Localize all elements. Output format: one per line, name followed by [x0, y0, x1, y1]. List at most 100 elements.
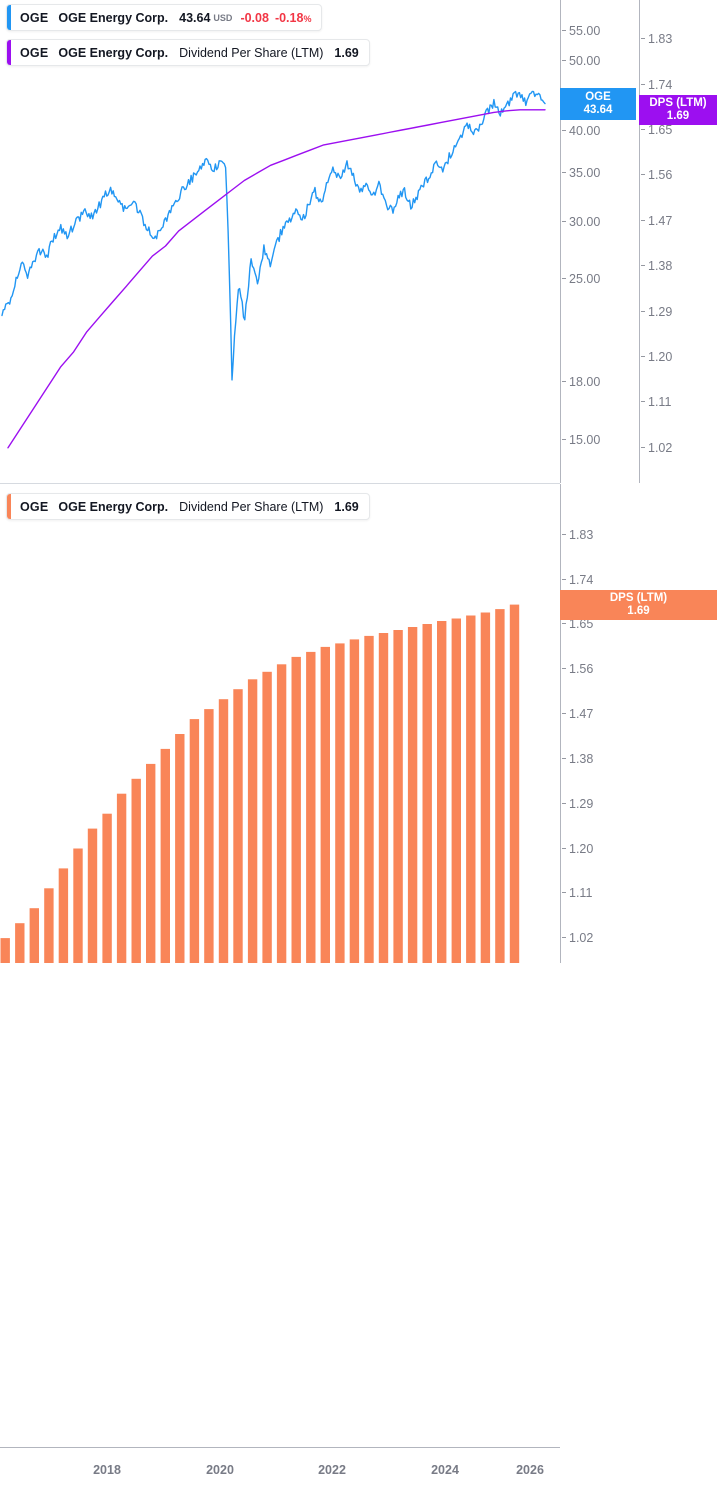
price-plot-area[interactable] — [0, 0, 560, 483]
dps-bar — [175, 734, 185, 963]
axis-tick-mark — [562, 847, 566, 849]
axis-tick-label: 1.65 — [648, 123, 673, 137]
axis-tick-label: 1.74 — [648, 77, 673, 92]
axis-tick-label: 40.00 — [569, 123, 601, 138]
axis-tick-mark — [562, 533, 566, 535]
axis-tick-label: 35.00 — [569, 166, 601, 181]
dps-bar — [131, 778, 141, 963]
price-axis-line — [560, 0, 561, 483]
axis-tick-label: 1.29 — [569, 796, 594, 811]
time-axis-label: 2022 — [318, 1463, 346, 1477]
axis-tick-label: 1.11 — [648, 395, 672, 410]
axis-tick-mark — [562, 129, 566, 131]
axis-tick-label: 1.38 — [648, 259, 673, 274]
dps-bar-chart-svg — [0, 604, 520, 963]
axis-tick-label: 55.00 — [569, 23, 601, 38]
dps-legend-ticker: OGE — [20, 499, 49, 514]
axis-tick-label: 1.20 — [648, 349, 673, 364]
axis-tick-label: 1.29 — [648, 304, 673, 319]
dps-overlay-legend-value: 1.69 — [334, 45, 359, 60]
price-legend-last: 43.64 — [179, 10, 211, 25]
axis-tick-mark — [562, 668, 566, 670]
axis-tick-mark — [562, 713, 566, 715]
dps-bar — [451, 618, 461, 963]
price-legend[interactable]: OGE OGE Energy Corp. 43.64 USD -0.08 -0.… — [6, 4, 323, 31]
dps-plot-area[interactable] — [0, 484, 560, 963]
dps-bar — [378, 633, 389, 963]
percent-sign: % — [303, 13, 312, 24]
axis-tick-mark — [641, 310, 645, 312]
axis-tick-mark — [641, 401, 645, 403]
dps-bar — [233, 689, 243, 963]
dps-badge-value: 1.69 — [627, 605, 650, 617]
axis-tick-label: 1.56 — [569, 662, 594, 677]
axis-tick-mark — [562, 220, 566, 222]
dps-bar — [335, 643, 345, 963]
axis-tick-label: 25.00 — [569, 271, 601, 286]
axis-tick-label: 1.47 — [569, 707, 594, 722]
axis-tick-label: 1.74 — [569, 572, 594, 587]
dps-overlay-axis-line — [639, 0, 640, 483]
dps-bar — [364, 635, 374, 963]
axis-tick-label: 30.00 — [569, 214, 601, 229]
dps-bar-series — [0, 604, 520, 963]
dps-bar — [276, 664, 287, 963]
axis-tick-mark — [562, 438, 566, 440]
price-badge-value: 43.64 — [583, 104, 613, 116]
price-legend-currency: USD — [213, 12, 233, 23]
dps-bar — [87, 828, 98, 963]
time-axis-label: 2018 — [93, 1463, 121, 1477]
dps-bar — [160, 748, 170, 963]
dps-overlay-legend-company: OGE Energy Corp. — [58, 45, 169, 60]
axis-tick-mark — [641, 174, 645, 176]
axis-tick-mark — [562, 381, 566, 383]
time-axis-label: 2020 — [206, 1463, 234, 1477]
dps-overlay-color-swatch — [7, 40, 11, 65]
axis-tick-label: 1.02 — [569, 931, 594, 946]
dps-overlay-legend-ticker: OGE — [20, 45, 49, 60]
axis-tick-mark — [641, 38, 645, 40]
dps-y-axis[interactable]: 1.83 1.74 1.65 1.56 1.47 1.38 1.29 1.20 1.11 1.02 — [560, 484, 717, 963]
dps-bar — [291, 656, 301, 963]
axis-tick-label: 1.11 — [569, 886, 593, 901]
time-x-axis[interactable]: 2018 2020 2022 2024 2026 — [0, 1447, 560, 1489]
dps-bar — [58, 868, 69, 963]
axis-tick-mark — [562, 623, 566, 625]
axis-tick-mark — [562, 892, 566, 894]
axis-tick-mark — [562, 29, 566, 31]
axis-tick-mark — [641, 83, 645, 85]
dps-legend[interactable]: OGE OGE Energy Corp. Dividend Per Share … — [6, 493, 370, 520]
dps-badge-label: DPS (LTM) — [609, 591, 668, 604]
dps-bar — [102, 813, 112, 963]
dps-overlay-legend[interactable]: OGE OGE Energy Corp. Dividend Per Share … — [6, 39, 370, 66]
dps-overlay-badge-value: 1.69 — [666, 110, 690, 122]
price-legend-company: OGE Energy Corp. — [58, 10, 169, 25]
dps-bar — [44, 888, 54, 963]
price-y-axis[interactable]: 55.0050.0045.0040.0035.0030.0025.0018.00… — [560, 0, 639, 483]
price-value-badge: OGE 43.64 — [560, 88, 636, 120]
axis-tick-label: 1.20 — [569, 841, 594, 856]
dps-bar — [116, 793, 127, 963]
price-panel: OGE OGE Energy Corp. 43.64 USD -0.08 -0.… — [0, 0, 717, 484]
price-color-swatch — [7, 5, 11, 30]
dps-legend-study: Dividend Per Share (LTM) — [179, 499, 324, 514]
panel-divider[interactable] — [0, 483, 560, 484]
dps-bar — [306, 651, 316, 963]
axis-tick-mark — [562, 802, 566, 804]
dps-bar — [0, 938, 10, 963]
dps-bar — [204, 709, 214, 963]
dps-overlay-y-axis[interactable]: 1.83 1.74 1.65 1.56 1.47 1.38 1.29 1.20 1.11 1.02 — [639, 0, 717, 483]
axis-tick-label: 50.00 — [569, 53, 601, 68]
dps-bar — [480, 612, 491, 963]
dps-bar — [218, 699, 229, 963]
dps-bar — [466, 615, 476, 963]
dps-legend-company: OGE Energy Corp. — [58, 499, 169, 514]
axis-tick-mark — [562, 937, 566, 939]
axis-tick-mark — [562, 277, 566, 279]
time-axis-line — [0, 1447, 560, 1448]
price-badge-label: OGE — [585, 90, 611, 103]
axis-tick-label: 1.83 — [648, 32, 673, 47]
dps-bar — [320, 646, 330, 963]
axis-tick-mark — [641, 129, 645, 130]
